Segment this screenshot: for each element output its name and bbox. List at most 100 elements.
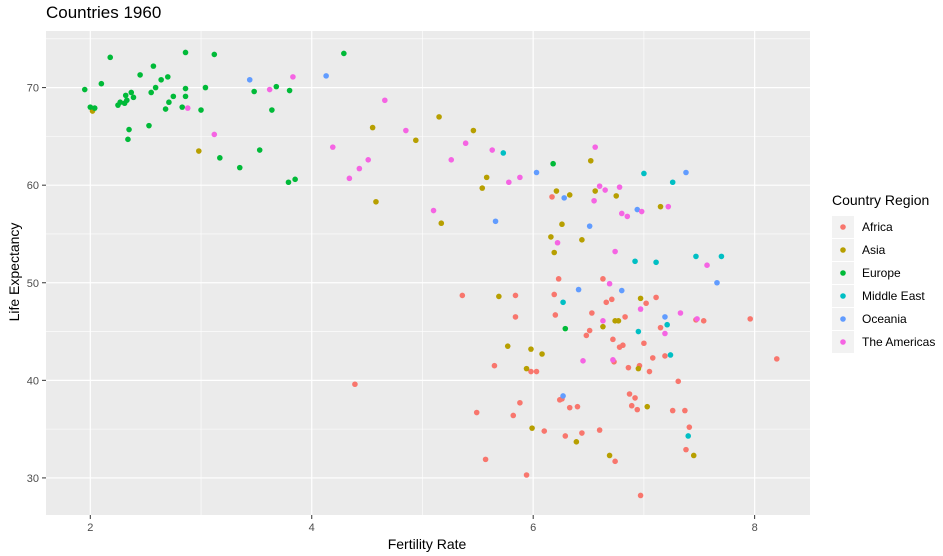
legend-label: Africa xyxy=(862,220,893,234)
data-point xyxy=(436,114,442,120)
data-point xyxy=(559,221,565,228)
legend-title: Country Region xyxy=(832,192,929,208)
legend-marker xyxy=(840,224,846,230)
data-point xyxy=(685,433,692,439)
x-axis-title: Fertility Rate xyxy=(388,536,467,552)
data-point xyxy=(575,286,582,293)
data-point xyxy=(646,368,653,375)
data-point xyxy=(561,195,567,201)
x-axis: 2 4 6 8 xyxy=(87,515,758,534)
data-point xyxy=(624,213,631,220)
data-point xyxy=(483,174,490,181)
data-point xyxy=(555,276,562,282)
y-axis-title: Life Expectancy xyxy=(6,223,22,322)
legend-label: The Americas xyxy=(862,335,935,349)
plot-panel xyxy=(46,31,810,515)
data-point xyxy=(677,310,684,316)
data-point xyxy=(523,472,530,478)
data-point xyxy=(552,312,559,318)
data-point xyxy=(653,294,659,301)
data-point xyxy=(657,203,664,210)
data-point xyxy=(539,351,545,357)
data-point xyxy=(126,126,132,133)
data-point xyxy=(496,293,502,300)
data-point xyxy=(596,427,603,433)
data-point xyxy=(182,93,189,100)
data-point xyxy=(586,223,593,229)
data-point xyxy=(610,336,616,343)
data-point xyxy=(500,150,507,156)
data-point xyxy=(356,165,363,172)
x-tick-label: 2 xyxy=(87,522,93,534)
data-point xyxy=(591,197,597,204)
data-point xyxy=(592,188,598,194)
data-point xyxy=(323,73,329,79)
data-point xyxy=(459,292,466,299)
data-point xyxy=(675,378,682,385)
data-point xyxy=(551,249,558,256)
data-point xyxy=(773,356,780,362)
data-point xyxy=(600,318,606,324)
data-point xyxy=(566,192,573,198)
data-point xyxy=(618,210,625,217)
data-point xyxy=(246,76,253,83)
data-point xyxy=(634,406,641,413)
data-point xyxy=(150,63,157,69)
data-point xyxy=(489,147,496,153)
legend-marker xyxy=(840,270,846,276)
data-point xyxy=(637,306,644,312)
y-tick-label: 50 xyxy=(27,278,39,290)
legend-items: Africa Asia Europe Middle East Oceania The Am… xyxy=(832,216,935,353)
data-point xyxy=(529,425,535,431)
data-point xyxy=(665,203,672,210)
x-tick-label: 8 xyxy=(752,522,758,534)
legend-label: Asia xyxy=(862,243,886,257)
data-point xyxy=(541,428,548,434)
legend-marker xyxy=(840,316,846,322)
data-point xyxy=(641,340,647,347)
data-point xyxy=(217,155,223,161)
data-point xyxy=(184,105,191,111)
data-point xyxy=(683,446,689,453)
data-point xyxy=(704,262,710,268)
data-point xyxy=(551,291,558,298)
data-point xyxy=(479,185,486,191)
data-point xyxy=(580,358,586,364)
data-point xyxy=(637,295,644,302)
data-point xyxy=(612,248,618,255)
y-tick-label: 60 xyxy=(27,180,39,192)
data-point xyxy=(579,237,585,243)
data-point xyxy=(549,194,555,200)
data-point xyxy=(662,314,668,320)
data-point xyxy=(473,409,480,416)
data-point xyxy=(622,314,628,320)
data-point xyxy=(130,94,137,101)
data-point xyxy=(573,439,580,445)
data-point xyxy=(285,179,292,186)
data-point xyxy=(413,137,419,144)
chart-title: Countries 1960 xyxy=(46,3,161,22)
data-point xyxy=(365,157,372,163)
data-point xyxy=(664,321,670,328)
data-point xyxy=(643,300,649,307)
data-point xyxy=(579,430,585,436)
data-point xyxy=(122,92,129,99)
data-point xyxy=(512,314,519,320)
data-point xyxy=(560,299,566,306)
data-point xyxy=(273,83,280,90)
data-point xyxy=(638,208,645,215)
data-point xyxy=(162,106,169,112)
data-point xyxy=(382,97,388,104)
data-point xyxy=(596,183,603,189)
legend-marker xyxy=(840,293,846,299)
data-point xyxy=(606,280,613,287)
data-point xyxy=(694,316,700,322)
data-point xyxy=(600,276,606,282)
grid-major xyxy=(46,31,810,515)
data-point xyxy=(430,207,437,214)
data-point xyxy=(182,49,189,56)
data-point xyxy=(714,279,720,286)
data-point xyxy=(602,187,608,193)
y-tick-label: 30 xyxy=(27,473,39,485)
data-point xyxy=(641,170,647,177)
